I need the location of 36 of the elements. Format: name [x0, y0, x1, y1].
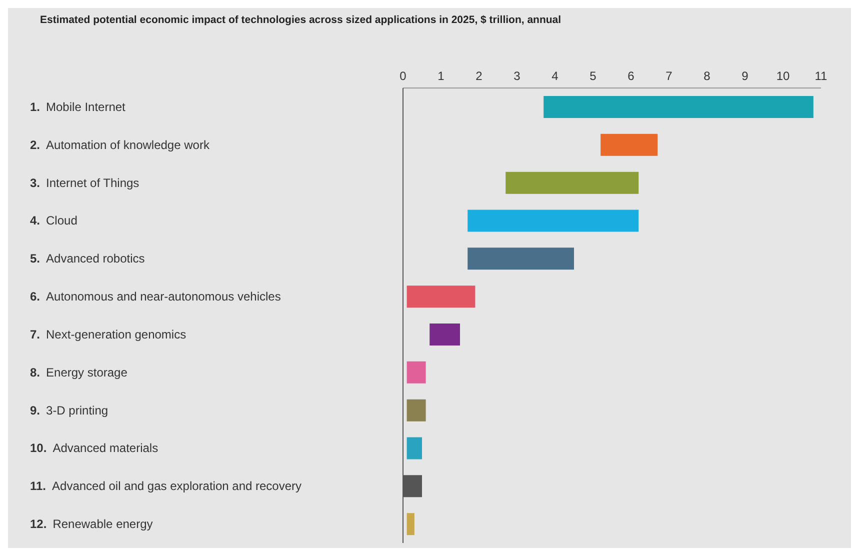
y-tick-label: 8. Energy storage — [30, 365, 128, 380]
bar — [600, 134, 658, 156]
x-tick-label: 10 — [776, 69, 790, 83]
bar — [468, 248, 574, 270]
x-tick-label: 4 — [552, 69, 559, 83]
bar — [468, 210, 639, 232]
x-tick-label: 2 — [476, 69, 483, 83]
y-tick-label: 3. Internet of Things — [30, 176, 140, 190]
x-tick-label: 6 — [628, 69, 635, 83]
y-tick-label: 5. Advanced robotics — [30, 252, 145, 266]
x-tick-label: 8 — [704, 69, 711, 83]
text: Estimated potential economic impact of technologies across sized applications in 2025, $ trillion, annual — [40, 14, 562, 26]
bar — [406, 513, 414, 536]
x-tick-label: 1 — [438, 69, 445, 83]
x-tick-label: 7 — [666, 69, 673, 83]
y-tick-label: 7. Next-generation genomics — [30, 327, 186, 342]
x-tick-label: 9 — [742, 69, 749, 83]
bar — [406, 361, 426, 384]
bar — [406, 437, 422, 460]
bar — [406, 399, 426, 422]
x-tick-label: 5 — [590, 69, 597, 83]
bar — [406, 286, 476, 308]
bar — [544, 96, 814, 118]
y-tick-label: 9. 3-D printing — [30, 403, 108, 418]
x-tick-label: 0 — [400, 69, 407, 83]
bar — [430, 324, 460, 346]
y-tick-label: 2. Automation of knowledge work — [30, 138, 210, 152]
bar — [506, 172, 639, 194]
y-tick-label: 4. Cloud — [30, 214, 78, 228]
y-tick-label: 6. Autonomous and near-autonomous vehicles — [30, 290, 281, 304]
x-tick-label: 11 — [814, 69, 828, 83]
x-tick-label: 3 — [514, 69, 521, 83]
y-tick-label: 10. Advanced materials — [30, 441, 158, 456]
y-tick-label: 11. Advanced oil and gas exploration and recovery — [30, 479, 302, 494]
y-tick-label: 1. Mobile Internet — [30, 100, 126, 114]
y-tick-label: 12. Renewable energy — [30, 517, 153, 532]
